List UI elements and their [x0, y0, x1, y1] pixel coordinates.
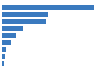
Bar	[2, 12, 48, 17]
Bar	[2, 5, 94, 10]
Bar	[2, 61, 4, 66]
Bar	[2, 26, 23, 31]
Bar	[2, 33, 16, 38]
Bar	[2, 19, 46, 24]
Bar	[2, 40, 11, 45]
Bar	[2, 47, 6, 52]
Bar	[2, 54, 5, 59]
